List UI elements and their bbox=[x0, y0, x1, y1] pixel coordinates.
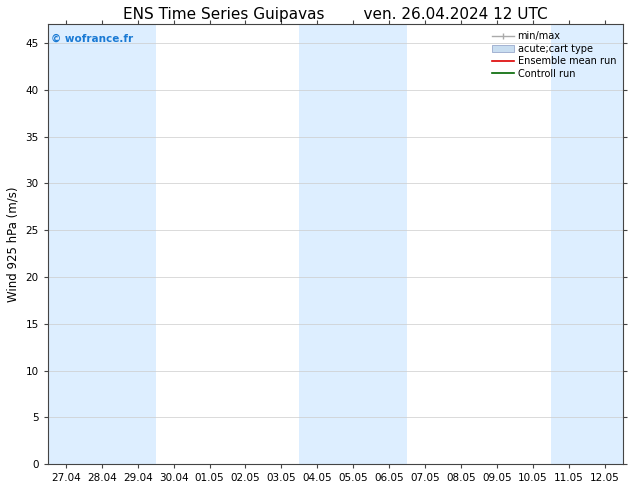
Bar bbox=[299, 24, 407, 464]
Bar bbox=[551, 24, 623, 464]
Bar bbox=[48, 24, 155, 464]
Legend: min/max, acute;cart type, Ensemble mean run, Controll run: min/max, acute;cart type, Ensemble mean … bbox=[490, 29, 618, 80]
Y-axis label: Wind 925 hPa (m/s): Wind 925 hPa (m/s) bbox=[7, 187, 20, 302]
Title: ENS Time Series Guipavas        ven. 26.04.2024 12 UTC: ENS Time Series Guipavas ven. 26.04.2024… bbox=[123, 7, 548, 22]
Text: © wofrance.fr: © wofrance.fr bbox=[51, 33, 133, 43]
